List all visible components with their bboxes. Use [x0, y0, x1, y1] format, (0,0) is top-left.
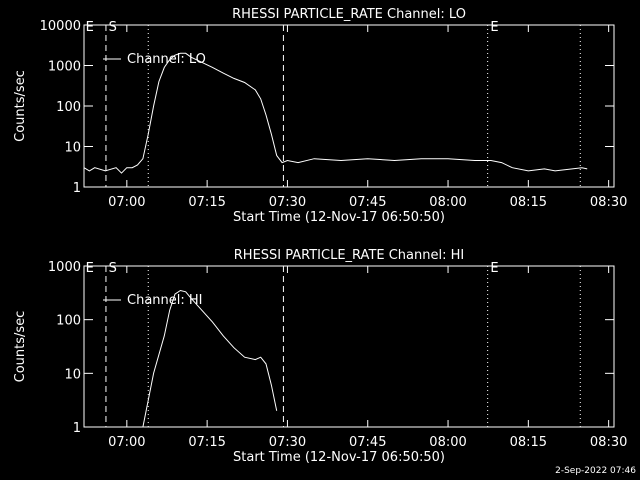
y-tick-label: 1: [73, 181, 81, 196]
y-tick-label: 1000: [48, 60, 81, 75]
data-line: [83, 52, 588, 174]
y-tick-label: 1000: [48, 260, 81, 275]
x-tick-label: 08:30: [590, 435, 627, 450]
chart-title: RHESSI PARTICLE_RATE Channel: HI: [234, 248, 464, 263]
marker-label: E: [86, 20, 94, 35]
x-tick-label: 07:30: [269, 195, 306, 210]
marker-label: E: [490, 261, 498, 276]
x-tick-label: 07:00: [108, 195, 145, 210]
x-tick-label: 07:45: [349, 435, 386, 450]
plot-frame: [83, 24, 615, 188]
x-tick-label: 08:30: [590, 195, 627, 210]
y-tick-label: 1: [73, 421, 81, 436]
chart-title: RHESSI PARTICLE_RATE Channel: LO: [232, 7, 466, 22]
data-line: [142, 289, 278, 428]
x-tick-label: 07:00: [108, 435, 145, 450]
x-axis-label: Start Time (12-Nov-17 06:50:50): [233, 210, 445, 225]
plot-frame: [83, 265, 615, 428]
y-axis-label: Counts/sec: [13, 311, 28, 383]
marker-label: E: [86, 261, 94, 276]
x-tick-label: 07:15: [188, 435, 225, 450]
y-axis-label: Counts/sec: [13, 70, 28, 142]
x-tick-label: 08:15: [510, 195, 547, 210]
legend-label: Channel: HI: [127, 293, 203, 308]
x-tick-label: 08:00: [429, 195, 466, 210]
y-tick-label: 10000: [40, 19, 81, 34]
x-tick-label: 08:15: [510, 435, 547, 450]
y-tick-label: 10: [64, 367, 81, 382]
y-tick-label: 100: [56, 314, 81, 329]
x-tick-label: 07:45: [349, 195, 386, 210]
y-tick-label: 100: [56, 100, 81, 115]
x-tick-label: 07:30: [269, 435, 306, 450]
marker-label: E: [490, 20, 498, 35]
footer: 2-Sep-2022 07:46: [555, 466, 636, 476]
marker-label: S: [109, 20, 117, 35]
x-axis-label: Start Time (12-Nov-17 06:50:50): [233, 450, 445, 465]
x-tick-label: 08:00: [429, 435, 466, 450]
x-tick-label: 07:15: [188, 195, 225, 210]
marker-label: S: [109, 261, 117, 276]
legend-label: Channel: LO: [127, 52, 206, 67]
y-tick-label: 10: [64, 141, 81, 156]
